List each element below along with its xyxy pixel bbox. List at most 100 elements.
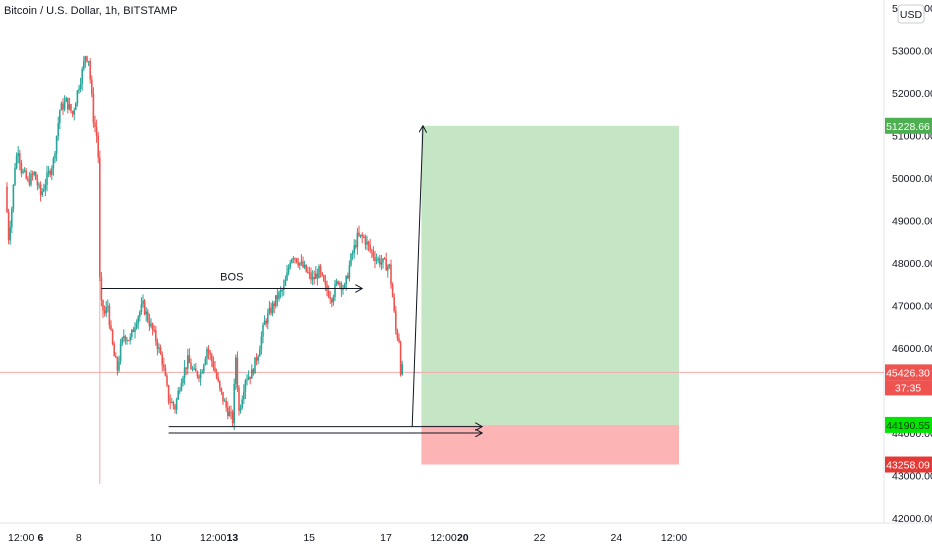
candle-body [44,184,47,190]
candle-body [190,363,192,370]
candle-body [295,258,298,263]
candle-body [185,367,187,369]
candle-body [364,236,367,245]
candle-body [132,329,135,332]
candle-body [302,261,304,268]
candle-body [252,369,255,374]
candle-body [323,275,325,281]
candle-body [263,320,266,325]
candle-body [105,306,107,314]
y-tick-label: 50000.00 [892,173,932,185]
candle-body [311,277,314,280]
candle-body [99,157,101,277]
candle-body [358,232,360,236]
candle-body [110,325,112,330]
projection-arrow [411,126,423,427]
target-badge-bg [885,117,932,134]
candle-body [124,336,127,341]
candle-body [268,307,271,314]
candle-body [175,399,178,410]
candle-body [166,375,168,386]
candle-body [260,336,263,350]
candle-body [25,170,27,179]
candle-body [27,178,29,180]
candle-body [116,357,119,371]
candle-body [251,369,253,379]
candle-body [171,401,173,403]
currency-button[interactable]: USD [897,4,925,24]
candle-body [119,343,122,362]
candle-body [39,184,42,196]
x-tick-label: 12:00 [430,532,456,544]
candle-body [147,311,149,321]
candle-body [199,373,202,379]
candle-body [92,94,95,123]
candle-body [398,338,400,343]
candle-body [334,284,336,297]
candle-body [391,284,394,298]
chart-title: Bitcoin / U.S. Dollar, 1h, BITSTAMP [4,5,177,17]
x-tick-label: 15 [303,532,315,544]
candle-body [396,330,399,339]
candle-body [326,284,328,291]
candle-body [225,400,227,408]
candle-body [183,367,186,379]
candle-body [41,191,43,196]
candle-body [211,354,213,362]
candle-body [111,329,114,344]
candle-body [361,234,363,237]
candle-body [126,340,128,342]
x-tick-label: 12:00 [661,532,687,544]
candle-body [335,281,338,285]
candle-body [46,172,48,185]
candle-body [278,291,280,300]
last-price-badge-extra-text: 37:35 [895,382,921,394]
candle-body [155,330,157,342]
candle-body [14,168,16,185]
currency-button-frame [897,4,925,24]
candle-body [283,285,285,290]
candle-body [388,264,391,267]
candle-body [348,265,351,279]
candle-body [52,158,55,169]
candle-body [102,300,104,311]
candle-body [23,170,26,172]
candle-body [158,347,160,349]
candle-body [279,290,282,292]
candle-body [390,264,392,285]
candle-body [332,296,335,303]
candle-body [244,380,247,392]
candle-body [387,266,389,271]
candle-body [340,283,343,290]
candle-body [17,153,19,157]
candle-body [257,356,259,361]
candle-body [227,407,229,417]
candle-body [262,324,264,337]
candle-body [315,273,317,280]
candle-body [156,341,159,349]
candle-body [241,399,243,408]
candle-body [379,258,381,265]
candle-body [65,97,67,102]
candle-body [395,311,397,331]
candle-body [375,259,378,262]
candle-body [75,103,77,110]
candle-body [273,303,275,307]
candle-body [76,90,79,104]
stop-badge-text: 43258.09 [886,460,930,472]
candle-body [103,310,106,314]
candle-body [135,323,138,328]
candle-body [70,104,72,112]
candle-body [223,400,226,402]
candle-body [254,357,256,374]
candle-body [153,330,155,332]
candle-body [286,272,288,281]
candle-body [57,123,59,137]
candle-body [347,275,349,279]
candle-body [55,136,58,154]
candle-body [231,411,234,424]
candle-body [327,290,330,298]
price-badges: 51228.66 45426.30 37:35 44190.55 43258.09 [885,117,932,473]
